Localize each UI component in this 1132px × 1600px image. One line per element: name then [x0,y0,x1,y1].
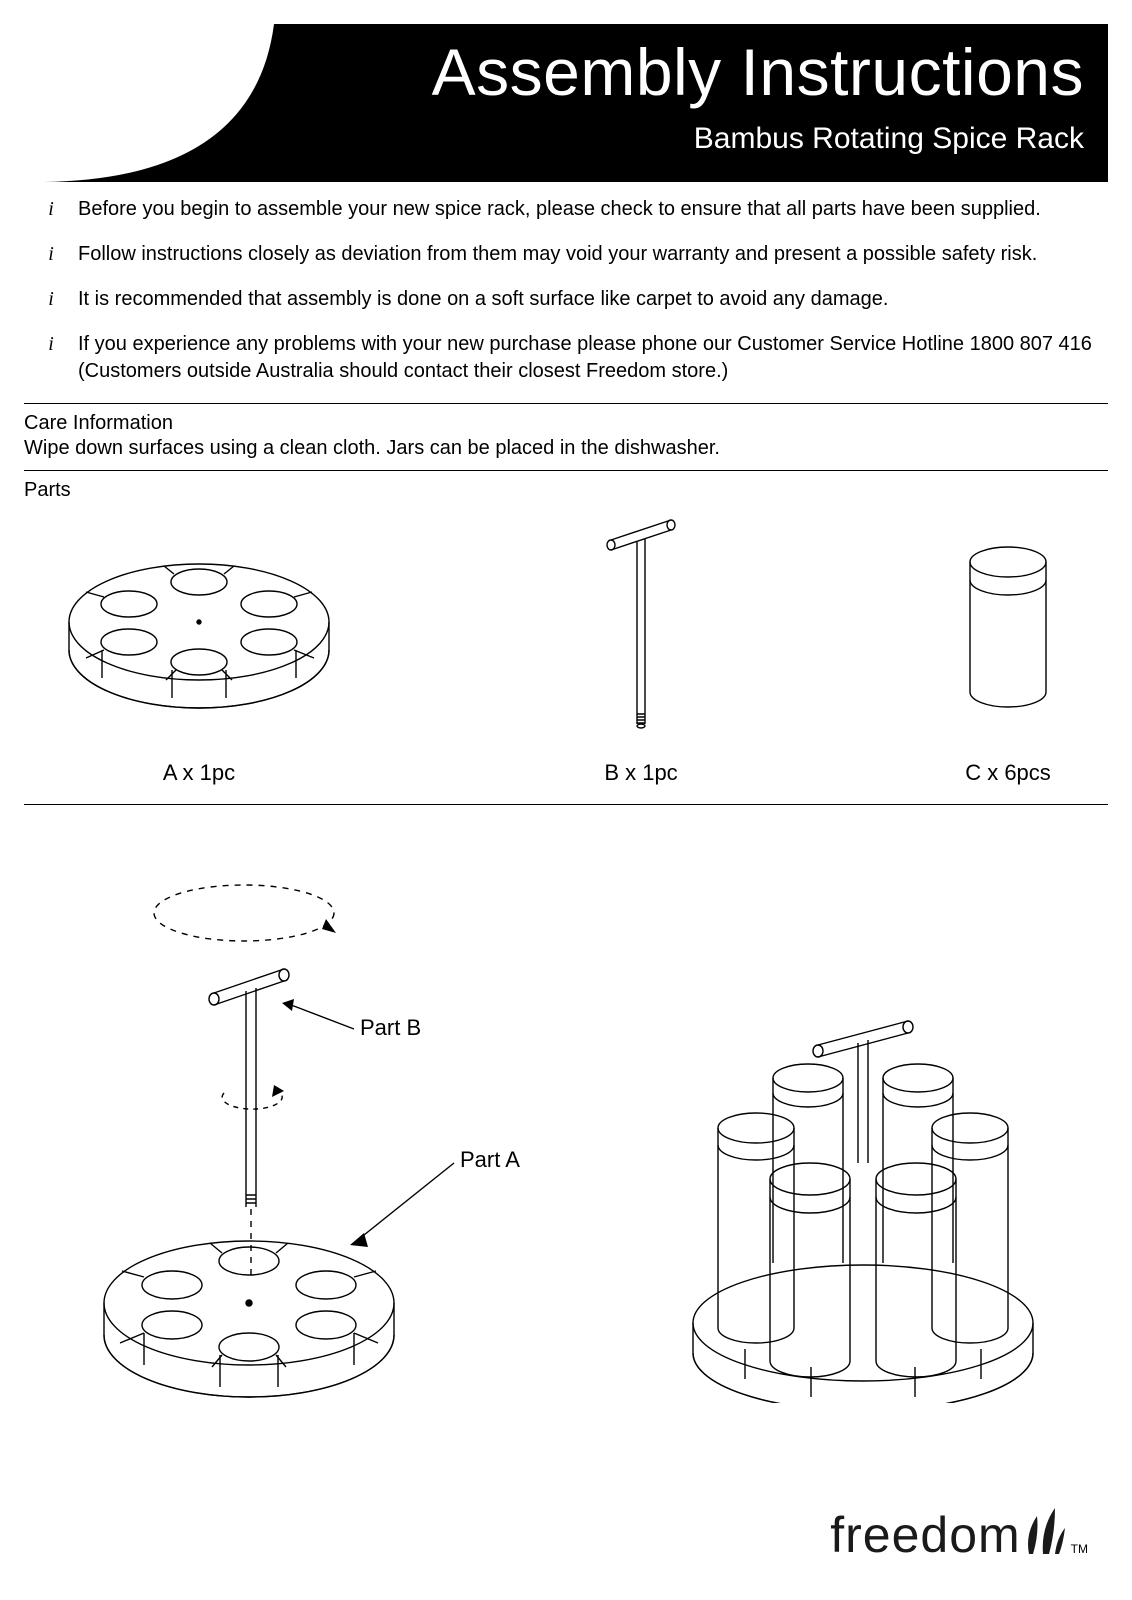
divider [24,403,1108,404]
bullet-marker-icon: i [24,196,78,223]
part-b-col: B x 1pc [571,512,711,786]
callout-part-a: Part A [460,1147,520,1173]
brand-logo-icon [1019,1504,1069,1560]
assembly-exploded-col: Part B Part A [54,863,574,1423]
divider [24,804,1108,805]
page: Assembly Instructions Bambus Rotating Sp… [0,0,1132,1600]
parts-heading: Parts [24,479,1108,502]
assembly-final-icon [648,1003,1078,1403]
part-label: B x 1pc [604,760,677,786]
header-band: Assembly Instructions Bambus Rotating Sp… [24,24,1108,182]
bullet-item: i Before you begin to assemble your new … [24,196,1108,223]
header-curve-icon [24,24,284,182]
bullet-text-main: If you experience any problems with your… [78,333,1092,355]
part-label: C x 6pcs [965,760,1051,786]
assembly-final-col [648,863,1078,1423]
part-c-icon [938,532,1078,732]
assembly-exploded-icon [54,863,574,1423]
part-label: A x 1pc [163,760,235,786]
bullet-item: i It is recommended that assembly is don… [24,286,1108,313]
part-a-col: A x 1pc [54,532,344,786]
bullet-item: i Follow instructions closely as deviati… [24,241,1108,268]
care-text: Wipe down surfaces using a clean cloth. … [24,437,1108,460]
part-b-icon [571,512,711,732]
brand-logo-text: freedom [830,1506,1020,1564]
bullet-item: i If you experience any problems with yo… [24,331,1108,385]
bullet-text: Follow instructions closely as deviation… [78,241,1108,268]
page-subtitle: Bambus Rotating Spice Rack [694,122,1084,156]
callout-part-b: Part B [360,1015,421,1041]
bullet-text: If you experience any problems with your… [78,331,1108,385]
page-title: Assembly Instructions [432,34,1084,110]
bullet-marker-icon: i [24,241,78,268]
brand-logo: freedom TM [830,1504,1088,1564]
bullet-text: Before you begin to assemble your new sp… [78,196,1108,223]
part-a-icon [54,532,344,732]
divider [24,470,1108,471]
bullet-list: i Before you begin to assemble your new … [24,196,1108,385]
assembly-row: Part B Part A [24,813,1108,1423]
bullet-marker-icon: i [24,286,78,313]
parts-row: A x 1pc [24,504,1108,786]
bullet-text: It is recommended that assembly is done … [78,286,1108,313]
bullet-marker-icon: i [24,331,78,385]
bullet-text-sub: (Customers outside Australia should cont… [78,358,1108,385]
body-area: i Before you begin to assemble your new … [24,196,1108,1423]
trademark-symbol: TM [1071,1542,1088,1556]
care-heading: Care Information [24,412,1108,435]
part-c-col: C x 6pcs [938,532,1078,786]
